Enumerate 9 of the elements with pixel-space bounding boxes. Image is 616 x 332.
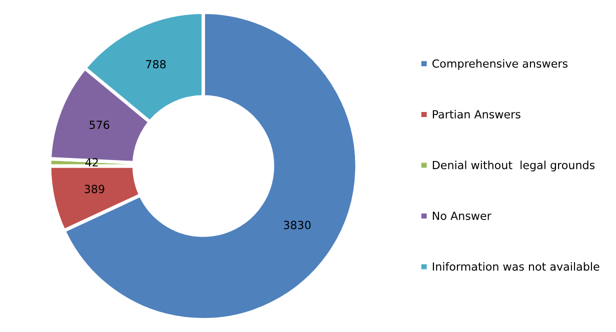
legend-label: No Answer [432,212,492,220]
legend-label: Comprehensive answers [432,59,568,70]
data-label: 389 [84,184,104,194]
data-label: 576 [90,120,110,130]
legend-label: Iniformation was not available [432,262,600,271]
data-label: 788 [146,60,166,68]
legend-label: Denial without legal grounds [432,160,595,172]
data-label: 3830 [284,220,311,230]
legend-label: Partian Answers [432,110,520,118]
